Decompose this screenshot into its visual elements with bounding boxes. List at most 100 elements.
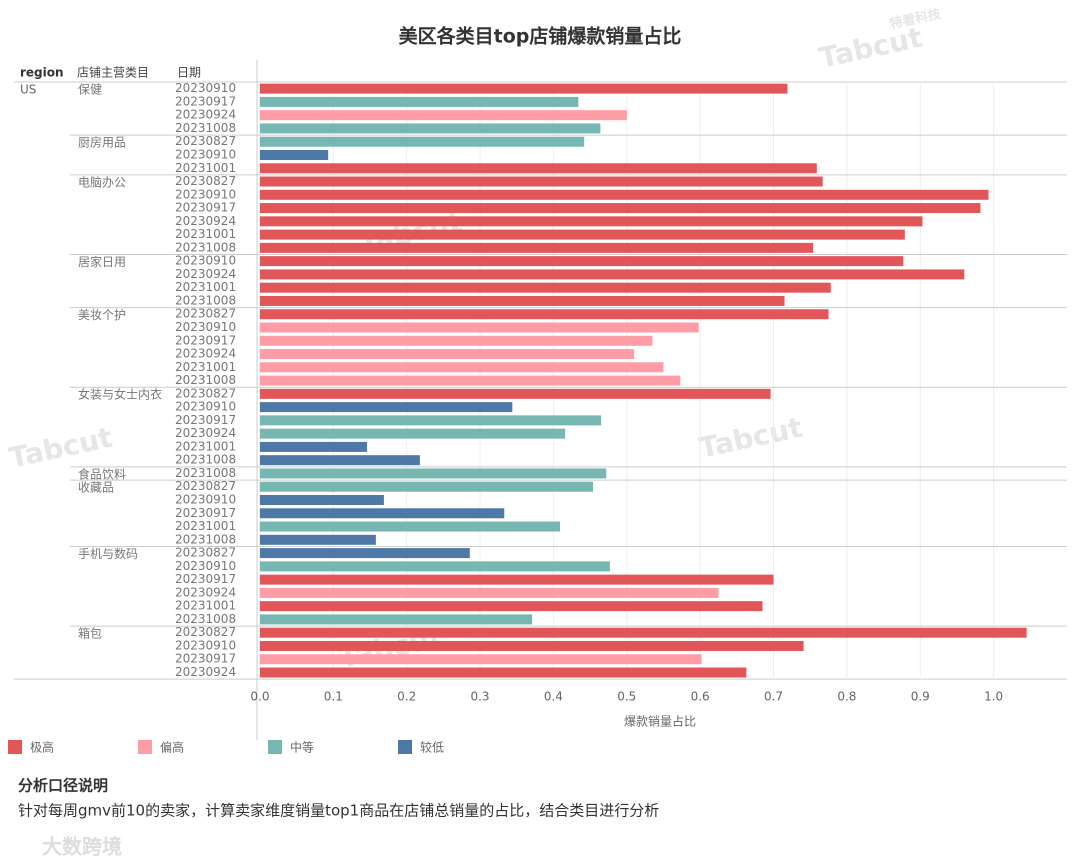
bar: [259, 654, 702, 665]
date-label: 20230827: [175, 546, 236, 560]
bar: [259, 481, 594, 492]
date-label: 20230910: [175, 81, 236, 95]
bar: [259, 322, 699, 333]
watermark: Tabcut: [696, 411, 805, 465]
bar: [259, 601, 763, 612]
bar: [259, 242, 814, 253]
x-tick-label: 0.4: [544, 690, 563, 704]
date-label: 20231008: [175, 453, 236, 467]
bar: [259, 136, 585, 147]
date-label: 20231001: [175, 519, 236, 533]
date-label: 20230910: [175, 320, 236, 334]
x-tick-label: 0.8: [837, 690, 856, 704]
bar: [259, 627, 1027, 638]
bar: [259, 667, 747, 678]
bar: [259, 229, 905, 240]
bar: [259, 176, 823, 187]
category-label: 食品饮料: [78, 466, 126, 481]
category-label: 收藏品: [78, 481, 114, 495]
x-tick-label: 0.5: [617, 690, 636, 704]
date-label: 20231001: [175, 360, 236, 374]
bar: [259, 216, 923, 227]
date-label: 20230917: [175, 201, 236, 215]
bar: [259, 587, 719, 598]
bar: [259, 295, 785, 306]
bar: [259, 402, 513, 413]
legend-label: 较低: [420, 740, 444, 755]
bar: [259, 468, 607, 479]
category-label: 女装与女士内衣: [78, 387, 162, 402]
date-label: 20230910: [175, 493, 236, 507]
legend-swatch: [398, 740, 412, 754]
bar: [259, 441, 368, 452]
bar: [259, 282, 831, 293]
date-label: 20230924: [175, 108, 236, 122]
bar: [259, 110, 627, 121]
column-header: 日期: [177, 66, 201, 80]
date-label: 20230924: [175, 214, 236, 228]
bar: [259, 256, 904, 267]
note-text: 针对每周gmv前10的卖家，计算卖家维度销量top1商品在店铺总销量的占比，结合…: [18, 802, 659, 820]
chart-title: 美区各类目top店铺爆款销量占比: [399, 25, 682, 48]
date-label: 20230827: [175, 386, 236, 400]
bar: [259, 203, 981, 214]
date-label: 20230910: [175, 147, 236, 161]
x-tick-label: 0.7: [764, 690, 783, 704]
bar: [259, 96, 579, 107]
date-label: 20230910: [175, 400, 236, 414]
bar: [259, 640, 804, 651]
bar: [259, 574, 774, 585]
date-label: 20230910: [175, 187, 236, 201]
legend-label: 极高: [30, 740, 54, 755]
bar: [259, 83, 788, 94]
date-label: 20230827: [175, 134, 236, 148]
date-label: 20230917: [175, 413, 236, 427]
date-label: 20231008: [175, 466, 236, 480]
date-label: 20230827: [175, 307, 236, 321]
date-label: 20230924: [175, 426, 236, 440]
date-label: 20230827: [175, 479, 236, 493]
date-label: 20230917: [175, 652, 236, 666]
bar: [259, 362, 664, 373]
date-label: 20231001: [175, 599, 236, 613]
x-tick-label: 1.0: [984, 690, 1003, 704]
legend-swatch: [8, 740, 22, 754]
date-label: 20231001: [175, 161, 236, 175]
date-label: 20231008: [175, 121, 236, 135]
bar: [259, 335, 653, 346]
watermark: Tabcut: [816, 21, 925, 75]
date-label: 20231008: [175, 532, 236, 546]
date-label: 20231001: [175, 439, 236, 453]
bar: [259, 375, 681, 386]
column-header: region: [20, 66, 64, 80]
date-label: 20231008: [175, 612, 236, 626]
date-label: 20230910: [175, 559, 236, 573]
date-label: 20231001: [175, 280, 236, 294]
category-label: 居家日用: [78, 254, 126, 269]
bar: [259, 415, 602, 426]
category-label: 手机与数码: [78, 546, 138, 561]
bar: [259, 428, 566, 439]
bar: [259, 455, 420, 466]
date-label: 20230910: [175, 638, 236, 652]
bar: [259, 561, 610, 572]
date-label: 20230917: [175, 572, 236, 586]
date-label: 20231008: [175, 240, 236, 254]
date-label: 20230910: [175, 254, 236, 268]
date-label: 20230924: [175, 585, 236, 599]
date-label: 20231008: [175, 293, 236, 307]
bar: [259, 269, 965, 280]
date-label: 20230924: [175, 665, 236, 679]
bar: [259, 309, 829, 320]
bar: [259, 388, 771, 399]
bar: [259, 548, 470, 559]
bar: [259, 495, 384, 506]
bar: [259, 163, 817, 174]
x-tick-label: 0.0: [250, 690, 269, 704]
bar: [259, 349, 635, 360]
date-label: 20230917: [175, 94, 236, 108]
category-label: 厨房用品: [78, 135, 126, 150]
bar: [259, 189, 989, 200]
bar: [259, 614, 533, 625]
